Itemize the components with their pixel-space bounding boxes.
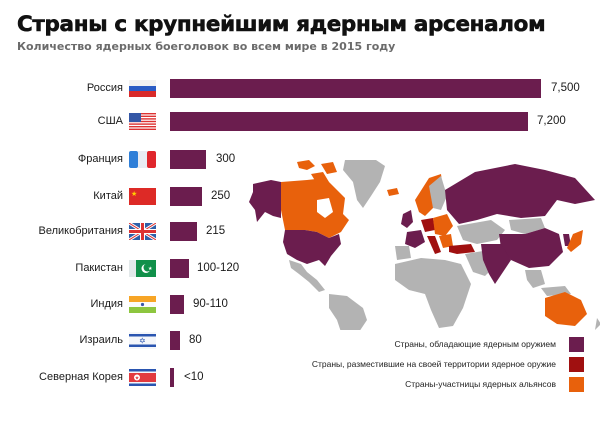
bar-row-russia: Россия 7,500 [0,79,600,99]
bar-india [170,295,184,314]
bar-row-france: Франция 300 [0,150,600,170]
value-label: 215 [206,225,226,237]
map-greenland [343,160,385,208]
bar-russia [170,79,541,98]
map-russia [445,164,595,224]
country-label: Китай [93,190,123,202]
bar-pakistan [170,259,189,278]
country-label: Израиль [79,334,123,346]
legend-label: Страны-участницы ядерных альянсов [405,379,556,389]
bar-row-north-korea: Северная Корея ★ <10 [0,368,600,388]
value-label: <10 [184,371,204,383]
legend-swatch-red [569,357,584,372]
value-label: 250 [211,190,231,202]
chart-subtitle: Количество ядерных боеголовок во всем ми… [17,40,396,53]
svg-text:✡: ✡ [139,337,146,346]
bar-row-usa: США 7,200 [0,112,600,132]
map-india [481,244,511,284]
legend-swatch-purple [569,337,584,352]
map-new-zealand [595,318,600,330]
svg-text:★: ★ [135,376,140,382]
map-central-asia [457,220,505,244]
country-label: Индия [90,298,123,310]
map-mexico [289,260,325,292]
map-sweden-finland [429,176,447,210]
map-alaska [249,180,281,222]
map-japan [567,230,583,252]
map-turkey [449,244,475,254]
map-france [405,230,425,248]
bar-israel [170,331,180,350]
map-china [499,228,563,268]
india-flag-icon [129,296,156,313]
chart-title: Страны с крупнейшим ядерным арсеналом [17,12,546,37]
map-south-america [329,294,367,330]
value-label: 7,500 [551,82,580,94]
map-germany [421,218,435,232]
bar-north-korea [170,368,174,387]
value-label: 80 [189,334,202,346]
legend-label: Страны, обладающие ядерным оружием [394,339,556,349]
world-map [249,160,600,330]
uk-flag-icon [129,223,156,240]
country-label: Великобритания [38,225,123,237]
value-label: 90-110 [193,298,228,310]
china-flag-icon: ★ [129,188,156,205]
legend-swatch-orange [569,377,584,392]
bar-row-india: Индия 90-110 [0,295,600,315]
map-central-europe [433,214,453,236]
map-mongolia [509,218,545,234]
map-korea [563,234,571,246]
bar-row-pakistan: Пакистан ★ 100-120 [0,259,600,279]
france-flag-icon [129,151,156,168]
legend-label: Страны, разместившие на своей территории… [311,359,556,369]
svg-text:★: ★ [148,266,153,272]
map-canada [281,178,349,238]
legend-item-alliance-members: Страны-участницы ядерных альянсов [224,377,584,393]
legend-item-nuclear-states: Страны, обладающие ядерным оружием [224,337,584,353]
legend-item-hosting-states: Страны, разместившие на своей территории… [224,357,584,373]
bar-row-china: Китай ★ 250 [0,187,600,207]
map-usa [283,230,341,266]
russia-flag-icon [129,80,156,97]
country-label: Пакистан [75,262,123,274]
bar-row-uk: Великобритания 215 [0,222,600,242]
map-uk [401,210,413,228]
bar-usa [170,112,528,131]
country-label: США [97,115,123,127]
country-label: Северная Корея [39,371,123,383]
bar-row-israel: Израиль ✡ 80 [0,331,600,351]
pakistan-flag-icon: ★ [129,260,156,277]
value-label: 7,200 [537,115,566,127]
svg-text:★: ★ [131,190,137,198]
country-label: Франция [77,153,123,165]
map-iberia [395,246,411,260]
north-korea-flag-icon: ★ [129,369,156,386]
usa-flag-icon [129,113,156,130]
value-label: 300 [216,153,236,165]
bar-china [170,187,202,206]
map-africa [395,258,471,328]
map-italy [427,236,441,254]
map-iceland [387,188,399,196]
bar-uk [170,222,197,241]
map-balkans [439,234,453,248]
map-australia [545,292,587,326]
map-southeast-asia [525,270,571,296]
israel-flag-icon: ✡ [129,332,156,349]
map-hudson-bay [317,198,333,218]
value-label: 100-120 [197,262,240,274]
country-label: Россия [86,82,123,94]
map-canada-islands [297,160,337,184]
bar-france [170,150,206,169]
